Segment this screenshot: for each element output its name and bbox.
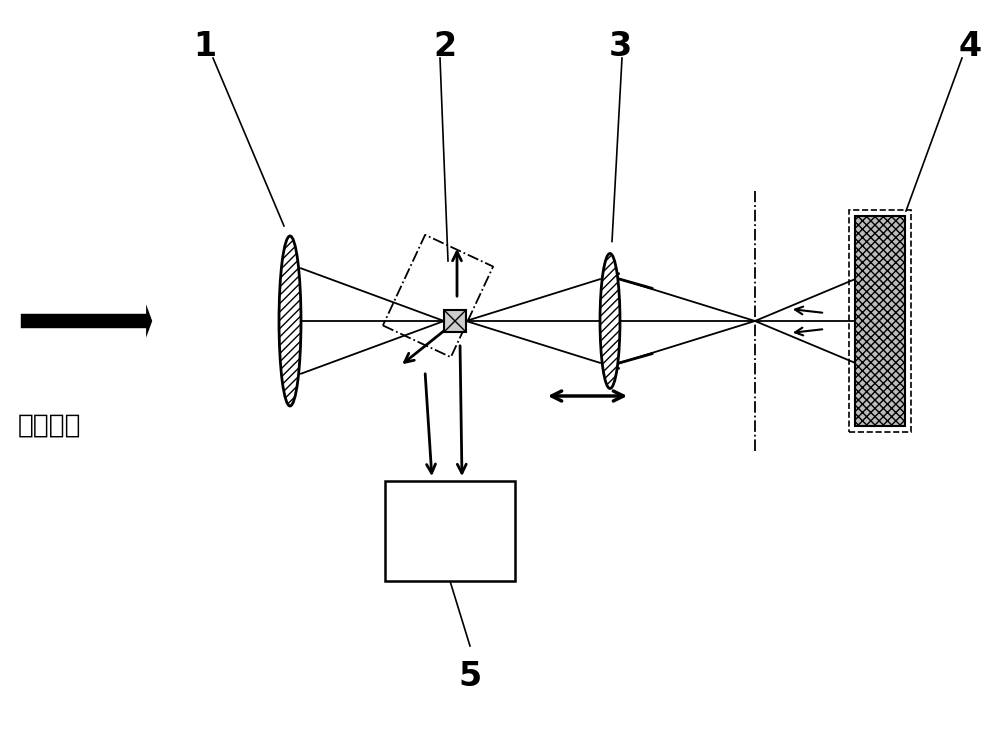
Text: 入射激光: 入射激光 [18, 413, 82, 439]
Bar [849, 210, 911, 432]
Text: 4: 4 [958, 29, 982, 62]
Text: 1: 1 [193, 29, 217, 62]
Bar [385, 481, 515, 581]
Bar [855, 216, 905, 426]
Text: 3: 3 [608, 29, 632, 62]
Ellipse shape [600, 254, 620, 388]
Text: 5: 5 [458, 659, 482, 692]
Text: 2: 2 [433, 29, 457, 62]
Ellipse shape [279, 236, 301, 406]
FancyBboxPatch shape [444, 310, 466, 332]
